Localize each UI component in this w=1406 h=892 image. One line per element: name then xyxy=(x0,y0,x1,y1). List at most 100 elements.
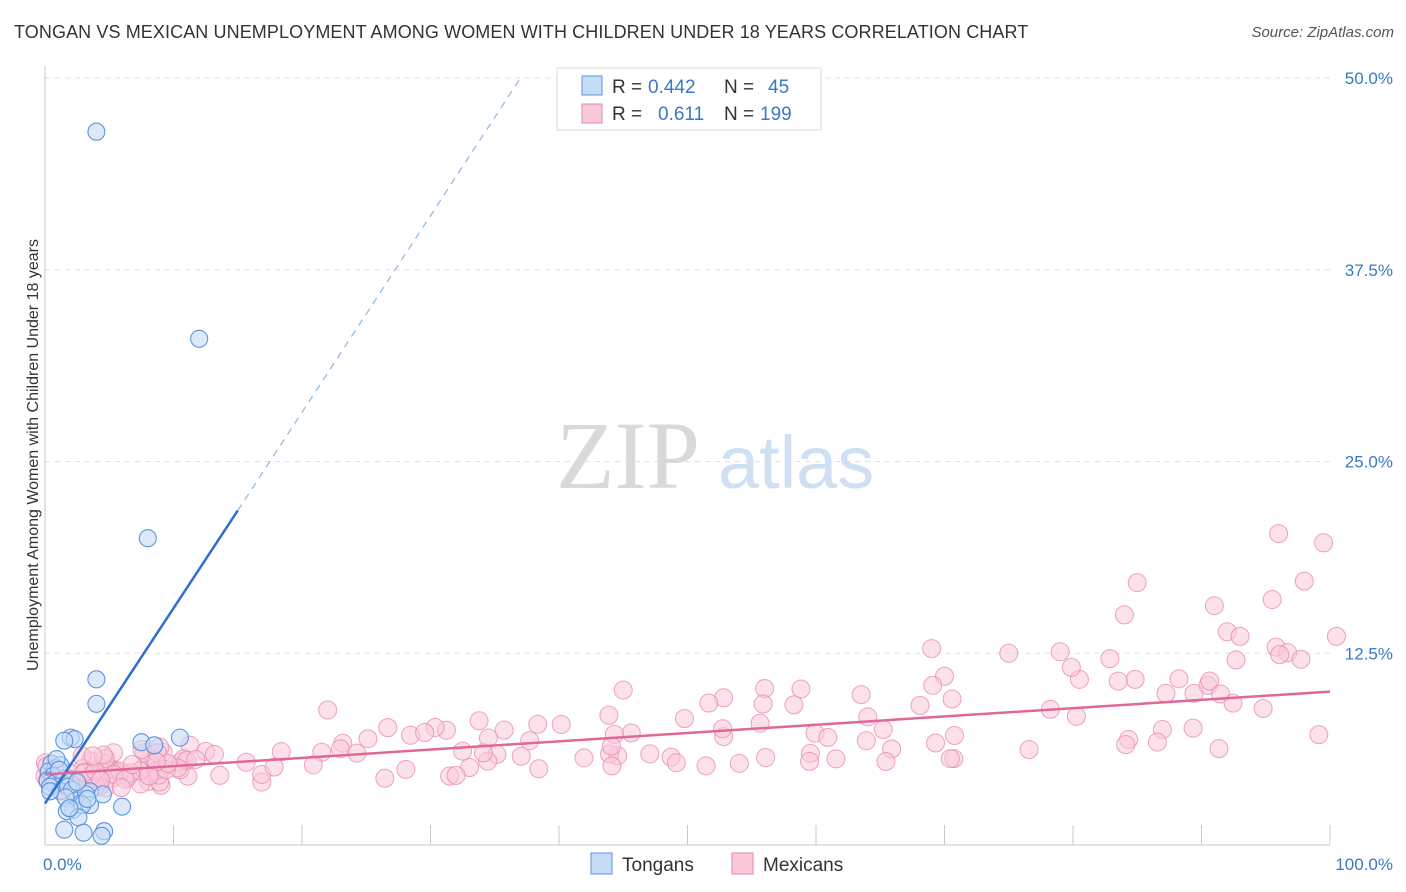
mexicans-point xyxy=(528,714,548,734)
mexicans-point xyxy=(856,731,876,751)
mexicans-point xyxy=(453,741,473,761)
mexicans-point xyxy=(446,765,466,785)
mexicans-point xyxy=(640,744,660,764)
grid-lines xyxy=(45,77,1330,654)
tongans-point xyxy=(170,728,189,747)
tongans-trend-line xyxy=(43,509,239,805)
bottom-legend: Tongans Mexicans xyxy=(590,852,843,876)
mexicans-point xyxy=(818,727,838,747)
legend-n-value-1: 45 xyxy=(768,77,789,98)
mexicans-point xyxy=(396,759,416,779)
mexicans-point xyxy=(753,694,773,714)
mexicans-point xyxy=(1294,571,1314,591)
tongans-point xyxy=(87,670,106,689)
mexicans-point xyxy=(999,643,1019,663)
watermark: ZIP atlas xyxy=(556,402,874,509)
mexicans-point xyxy=(674,709,694,729)
tongans-point xyxy=(87,122,106,141)
mexicans-point xyxy=(469,711,489,731)
chart-title: TONGAN VS MEXICAN UNEMPLOYMENT AMONG WOM… xyxy=(14,22,1029,42)
mexicans-point xyxy=(791,679,811,699)
mexicans-trend-line xyxy=(44,690,1331,776)
mexicans-point xyxy=(1050,642,1070,662)
mexicans-point xyxy=(613,680,633,700)
mexicans-point xyxy=(826,749,846,769)
legend-n-value-2: 199 xyxy=(760,104,792,125)
mexicans-point xyxy=(271,742,291,762)
mexicans-point xyxy=(111,778,131,798)
y-tick-label-1: 25.0% xyxy=(1345,453,1393,472)
tongans-point xyxy=(93,785,112,804)
mexicans-point xyxy=(756,747,776,767)
mexicans-point xyxy=(1200,671,1220,691)
tongans-point xyxy=(50,760,69,779)
mexicans-point xyxy=(923,675,943,695)
mexicans-point xyxy=(551,714,571,734)
watermark-atlas: atlas xyxy=(718,421,874,504)
tongans-point xyxy=(60,799,79,818)
y-axis-title: Unemployment Among Women with Children U… xyxy=(25,239,42,671)
mexicans-point xyxy=(1100,649,1120,669)
mexicans-point xyxy=(358,729,378,749)
x-tick-label-1: 100.0% xyxy=(1335,855,1393,874)
legend: R = 0.442 N = 45 R = 0.611 N = 199 xyxy=(556,67,822,131)
mexicans-point xyxy=(944,725,964,745)
mexicans-point xyxy=(1183,718,1203,738)
mexicans-point xyxy=(699,693,719,713)
tongans-trend-extension xyxy=(237,77,521,511)
bottom-legend-swatch-tongans xyxy=(590,852,613,875)
mexicans-point xyxy=(601,736,621,756)
mexicans-point xyxy=(1253,698,1273,718)
mexicans-point xyxy=(926,733,946,753)
tick-labels: 12.5% 25.0% 37.5% 50.0% 0.0% 100.0% xyxy=(43,69,1393,874)
tongans-point xyxy=(87,694,106,713)
mexicans-point xyxy=(574,748,594,768)
x-tick-label-0: 0.0% xyxy=(43,855,82,874)
mexicans-point xyxy=(621,723,641,743)
legend-swatch-tongans xyxy=(581,75,603,96)
mexicans-point xyxy=(851,685,871,705)
mexicans-point xyxy=(1270,645,1290,665)
tongans-point xyxy=(55,820,74,839)
mexicans-point xyxy=(1204,596,1224,616)
tongans-point xyxy=(138,529,157,548)
legend-r-value-2: 0.611 xyxy=(658,104,704,125)
mexicans-point xyxy=(1230,626,1250,646)
mexicans-point xyxy=(210,765,230,785)
mexicans-point xyxy=(1114,605,1134,625)
mexicans-point xyxy=(910,695,930,715)
mexicans-point xyxy=(139,766,159,786)
mexicans-point xyxy=(1262,590,1282,610)
mexicans-point xyxy=(378,718,398,738)
legend-n-label-2: N = xyxy=(724,104,754,125)
mexicans-point xyxy=(1108,671,1128,691)
mexicans-point xyxy=(1184,683,1204,703)
mexicans-point xyxy=(473,743,493,763)
legend-r-label-2: R = xyxy=(612,104,642,125)
mexicans-point xyxy=(666,753,686,773)
mexicans-point xyxy=(1127,573,1147,593)
legend-r-label-1: R = xyxy=(612,77,642,98)
mexicans-point xyxy=(602,756,622,776)
mexicans-point xyxy=(1116,735,1136,755)
mexicans-point xyxy=(1147,732,1167,752)
mexicans-point xyxy=(1019,740,1039,760)
mexicans-point xyxy=(122,754,142,774)
tongans-point xyxy=(55,731,74,750)
mexicans-point xyxy=(318,700,338,720)
tongans-point xyxy=(190,329,209,348)
mexicans-point xyxy=(800,751,820,771)
trend-lines xyxy=(43,77,1331,805)
mexicans-point xyxy=(1156,683,1176,703)
bottom-legend-tongans: Tongans xyxy=(622,855,694,876)
bottom-legend-mexicans: Mexicans xyxy=(763,855,843,876)
y-tick-label-2: 37.5% xyxy=(1345,261,1393,280)
mexicans-point xyxy=(494,720,514,740)
mexicans-point xyxy=(303,755,323,775)
tongans-point xyxy=(74,823,93,842)
mexicans-point xyxy=(599,705,619,725)
mexicans-point xyxy=(729,753,749,773)
mexicans-point xyxy=(1125,669,1145,689)
mexicans-point xyxy=(83,746,103,766)
